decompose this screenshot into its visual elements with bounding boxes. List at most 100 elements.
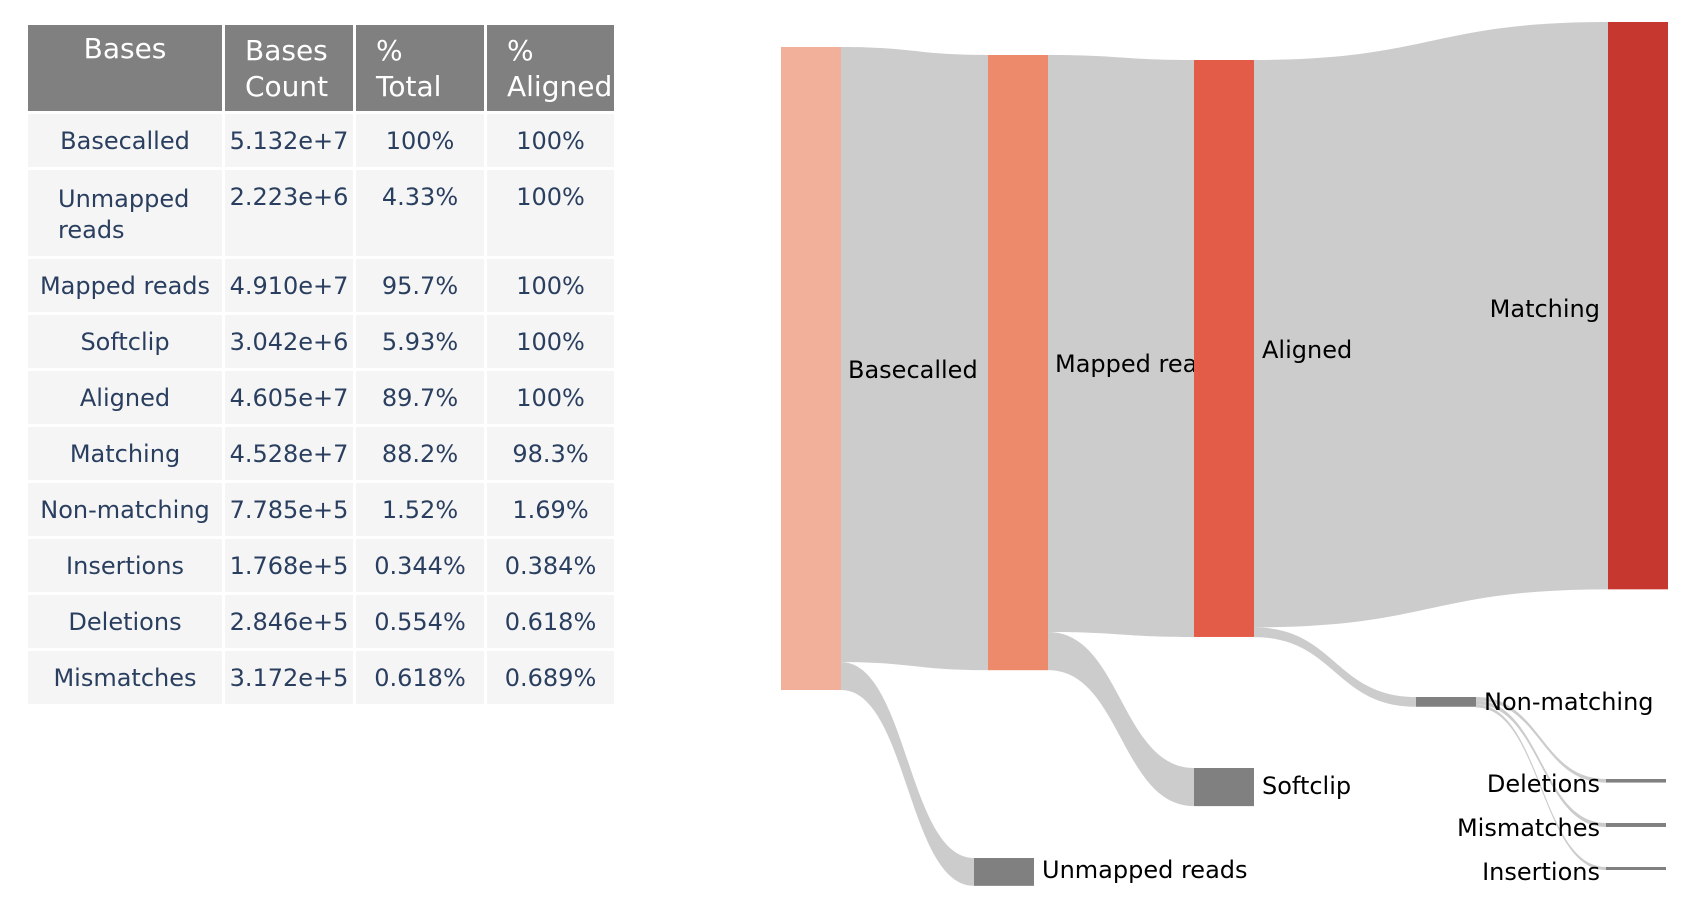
row-label: Basecalled xyxy=(25,111,225,170)
row-label-text: Matching xyxy=(69,440,181,468)
table-row: Non-matching 7.785e+5 1.52% 1.69% xyxy=(25,480,617,539)
row-aligned: 100% xyxy=(484,312,617,371)
row-count: 2.223e+6 xyxy=(222,167,356,259)
node-insertions xyxy=(1606,867,1666,870)
node-basecalled xyxy=(781,47,841,690)
header-percent-aligned-line1: % xyxy=(507,34,534,67)
node-nonmatching xyxy=(1416,697,1476,707)
node-mapped xyxy=(988,55,1048,671)
row-count: 4.910e+7 xyxy=(222,256,356,315)
row-count: 4.605e+7 xyxy=(222,368,356,427)
row-aligned: 100% xyxy=(484,256,617,315)
row-aligned: 100% xyxy=(484,368,617,427)
link-basecalled-to-mapped xyxy=(841,47,988,671)
link-mapped-to-softclip xyxy=(1048,631,1194,807)
header-bases-count-line1: Bases xyxy=(245,34,328,67)
row-label: Mapped reads xyxy=(25,256,225,315)
bases-table-container: Bases Bases Count % Total % Aligned Base… xyxy=(25,22,617,707)
row-label: Matching xyxy=(25,424,225,483)
row-total: 0.618% xyxy=(353,648,487,707)
node-label-basecalled: Basecalled xyxy=(848,356,978,384)
link-nonmatching-to-deletions xyxy=(1476,697,1606,783)
table-row: Matching 4.528e+7 88.2% 98.3% xyxy=(25,424,617,483)
row-total: 0.554% xyxy=(353,592,487,651)
row-aligned: 0.384% xyxy=(484,536,617,595)
row-count: 4.528e+7 xyxy=(222,424,356,483)
row-label-text: Deletions xyxy=(68,608,182,636)
node-matching xyxy=(1608,22,1668,590)
row-label: Non-matching xyxy=(25,480,225,539)
row-total: 0.344% xyxy=(353,536,487,595)
node-label-unmapped: Unmapped reads xyxy=(1042,856,1248,884)
row-label: Softclip xyxy=(25,312,225,371)
row-count: 3.042e+6 xyxy=(222,312,356,371)
row-aligned: 100% xyxy=(484,111,617,170)
header-bases-line1: Bases xyxy=(83,32,167,65)
row-total: 100% xyxy=(353,111,487,170)
row-label-text: Basecalled xyxy=(60,127,190,155)
row-count: 2.846e+5 xyxy=(222,592,356,651)
bases-table: Bases Bases Count % Total % Aligned Base… xyxy=(25,22,617,707)
table-row: Softclip 3.042e+6 5.93% 100% xyxy=(25,312,617,371)
row-label-text: Aligned xyxy=(79,384,171,412)
node-deletions xyxy=(1606,779,1666,783)
table-row: Mapped reads 4.910e+7 95.7% 100% xyxy=(25,256,617,315)
node-label-softclip: Softclip xyxy=(1262,772,1351,800)
node-label-mapped: Mapped rea xyxy=(1055,350,1197,378)
row-label-text: Unmapped xyxy=(58,185,190,213)
table-row: Insertions 1.768e+5 0.344% 0.384% xyxy=(25,536,617,595)
table-row: Deletions 2.846e+5 0.554% 0.618% xyxy=(25,592,617,651)
sankey-links xyxy=(841,22,1608,886)
node-label-insertions: Insertions xyxy=(1482,858,1600,886)
link-nonmatching-to-mismatches xyxy=(1476,700,1606,827)
link-mapped-to-aligned xyxy=(1048,55,1194,637)
row-aligned: 100% xyxy=(484,167,617,259)
row-label-text: Mapped reads xyxy=(39,272,211,300)
node-label-matching: Matching xyxy=(1490,295,1600,323)
header-percent-total: % Total xyxy=(353,22,487,114)
node-label-nonmatching: Non-matching xyxy=(1484,688,1654,716)
row-total: 4.33% xyxy=(353,167,487,259)
row-label-text: Softclip xyxy=(80,328,170,356)
header-percent-aligned: % Aligned xyxy=(484,22,617,114)
row-total: 95.7% xyxy=(353,256,487,315)
header-bases: Bases xyxy=(25,22,225,114)
link-aligned-to-matching xyxy=(1254,22,1608,628)
row-label-text: Insertions xyxy=(66,552,184,580)
row-count: 7.785e+5 xyxy=(222,480,356,539)
link-basecalled-to-unmapped xyxy=(841,662,974,886)
node-softclip xyxy=(1194,768,1254,807)
table-row: Basecalled 5.132e+7 100% 100% xyxy=(25,111,617,170)
link-aligned-to-nonmatching xyxy=(1254,627,1416,707)
header-bases-count-line2: Count xyxy=(245,70,329,103)
row-total: 1.52% xyxy=(353,480,487,539)
row-count: 5.132e+7 xyxy=(222,111,356,170)
row-aligned: 0.689% xyxy=(484,648,617,707)
header-percent-aligned-line2: Aligned xyxy=(507,70,613,103)
node-label-aligned: Aligned xyxy=(1262,336,1352,364)
row-label: Deletions xyxy=(25,592,225,651)
header-bases-count: Bases Count xyxy=(222,22,356,114)
row-total: 5.93% xyxy=(353,312,487,371)
sankey-labels: Basecalled Unmapped reads Mapped rea Softcl… xyxy=(848,295,1654,886)
row-label: Mismatches xyxy=(25,648,225,707)
node-unmapped xyxy=(974,858,1034,886)
row-total: 88.2% xyxy=(353,424,487,483)
table-row: Aligned 4.605e+7 89.7% 100% xyxy=(25,368,617,427)
sankey-nodes xyxy=(781,22,1668,886)
row-aligned: 0.618% xyxy=(484,592,617,651)
row-aligned: 98.3% xyxy=(484,424,617,483)
row-label: Insertions xyxy=(25,536,225,595)
header-percent-total-line2: Total xyxy=(376,70,442,103)
header-percent-total-line1: % xyxy=(376,34,403,67)
row-label: Unmapped reads xyxy=(25,167,225,259)
node-mismatches xyxy=(1606,823,1666,827)
link-nonmatching-to-insertions xyxy=(1476,704,1606,870)
row-label: Aligned xyxy=(25,368,225,427)
node-label-mismatches: Mismatches xyxy=(1457,814,1600,842)
row-count: 1.768e+5 xyxy=(222,536,356,595)
node-aligned xyxy=(1194,60,1254,637)
row-total: 89.7% xyxy=(353,368,487,427)
row-label-text: Non-matching xyxy=(40,496,210,524)
